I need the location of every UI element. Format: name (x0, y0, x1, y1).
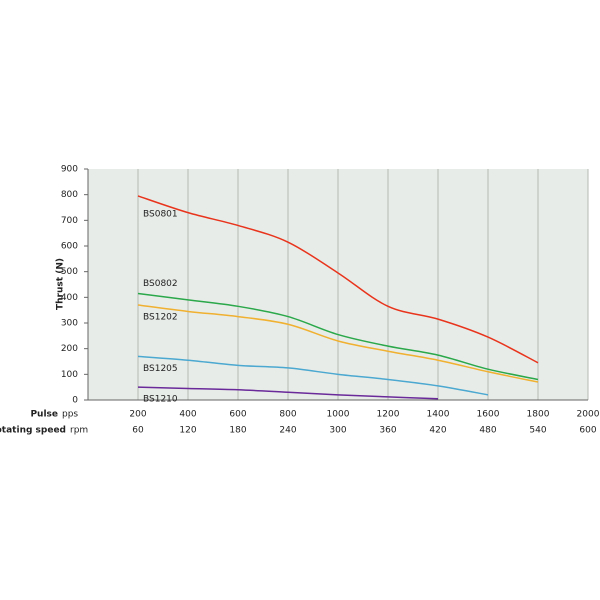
x-tick-label: 1800 (527, 410, 550, 420)
x2-tick-label: 420 (429, 426, 446, 436)
y-tick-label: 600 (61, 242, 78, 252)
y-tick-label: 0 (72, 396, 78, 406)
x2-axis-label: Rotating speed (0, 426, 66, 436)
series-label: BS0801 (143, 209, 178, 219)
x-tick-label: 800 (279, 410, 296, 420)
y-tick-label: 700 (61, 216, 78, 226)
series-line (137, 195, 539, 364)
series-line (137, 355, 489, 396)
x-tick-label: 1400 (427, 410, 450, 420)
x-axis-unit: pps (62, 410, 78, 420)
series-line (137, 292, 539, 381)
series-line (137, 304, 539, 383)
x2-tick-label: 480 (479, 426, 496, 436)
x2-tick-label: 180 (229, 426, 246, 436)
series-label: BS1202 (143, 313, 178, 323)
y-tick-label: 500 (61, 267, 78, 277)
x2-tick-label: 540 (529, 426, 546, 436)
x-tick-label: 600 (229, 410, 246, 420)
x2-tick-label: 360 (379, 426, 396, 436)
x-tick-label: 2000 (577, 410, 600, 420)
y-axis-label: Thrust (N) (56, 258, 66, 310)
y-tick-label: 800 (61, 190, 78, 200)
x2-tick-label: 60 (132, 426, 144, 436)
x2-tick-label: 240 (279, 426, 296, 436)
x2-tick-label: 600 (579, 426, 596, 436)
x-tick-label: 1000 (327, 410, 350, 420)
x2-tick-label: 120 (179, 426, 196, 436)
x-tick-label: 1200 (377, 410, 400, 420)
series-line (137, 386, 439, 400)
y-tick-label: 300 (61, 319, 78, 329)
x2-axis-unit: rpm (70, 426, 88, 436)
y-tick-label: 100 (61, 370, 78, 380)
x-tick-label: 1600 (477, 410, 500, 420)
series-label: BS0802 (143, 279, 178, 289)
series-label: BS1210 (143, 395, 178, 405)
x2-tick-label: 300 (329, 426, 346, 436)
x-tick-label: 200 (129, 410, 146, 420)
y-tick-label: 200 (61, 344, 78, 354)
y-tick-label: 900 (61, 165, 78, 175)
x-axis-label: Pulse (30, 410, 58, 420)
series-label: BS1205 (143, 364, 178, 374)
x-tick-label: 400 (179, 410, 196, 420)
y-tick-label: 400 (61, 293, 78, 303)
